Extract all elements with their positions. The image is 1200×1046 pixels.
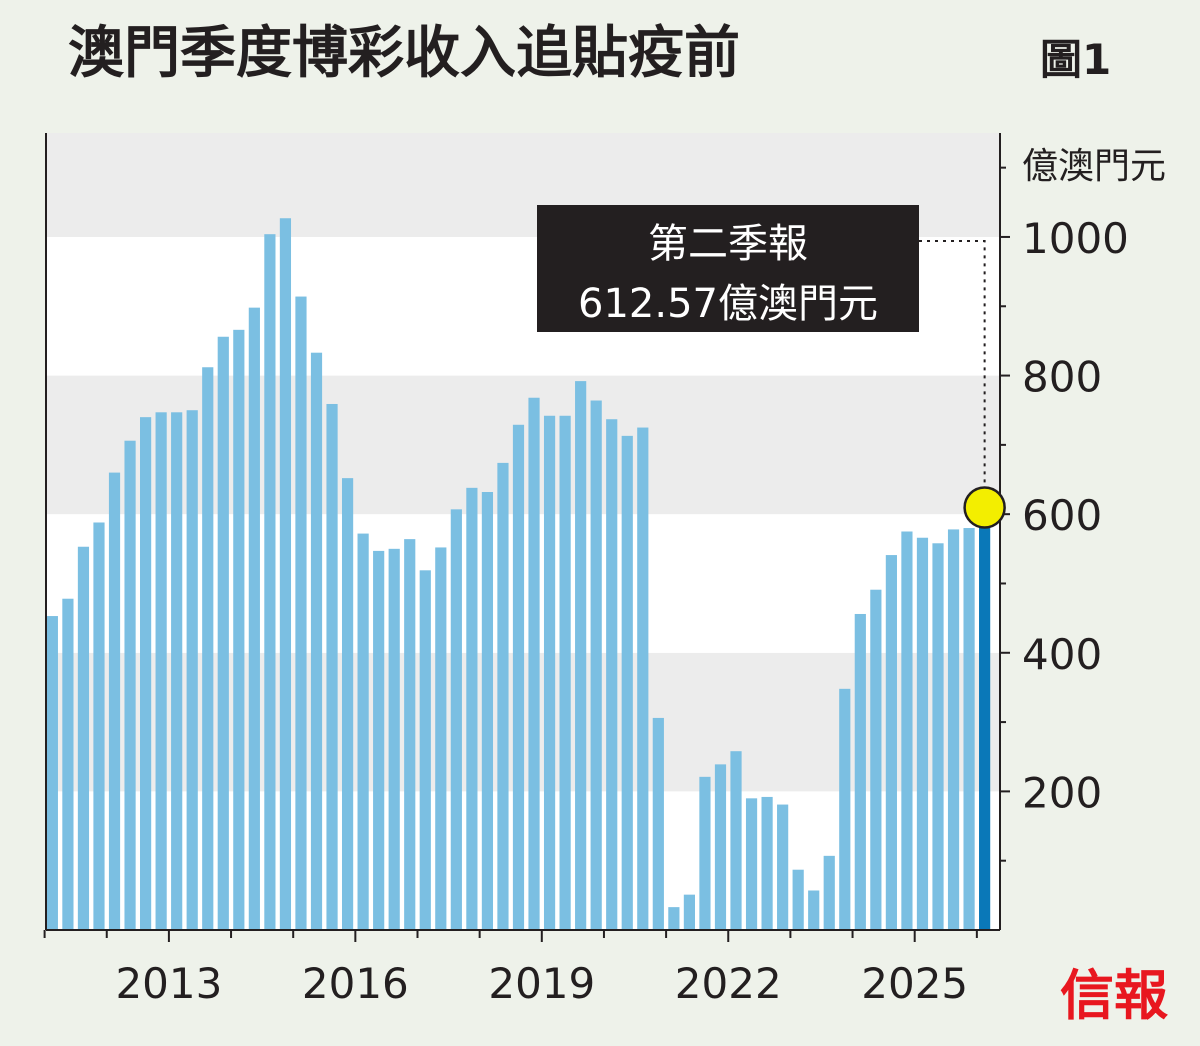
bar bbox=[606, 419, 618, 930]
y-tick-label: 200 bbox=[1022, 768, 1102, 817]
bar bbox=[621, 435, 633, 930]
bar bbox=[404, 539, 416, 930]
bar bbox=[543, 415, 556, 931]
bar bbox=[777, 804, 789, 930]
bar bbox=[341, 478, 354, 930]
bar bbox=[357, 533, 369, 930]
bar bbox=[419, 570, 431, 930]
bar-highlight bbox=[979, 505, 991, 930]
bar bbox=[575, 381, 587, 930]
bar bbox=[963, 528, 975, 930]
bar bbox=[108, 472, 121, 930]
chart-title: 澳門季度博彩收入追貼疫前 bbox=[68, 21, 740, 86]
bar bbox=[839, 688, 851, 930]
y-tick-label: 400 bbox=[1022, 630, 1102, 679]
bar bbox=[947, 529, 960, 930]
bar bbox=[202, 367, 214, 931]
y-tick-label: 800 bbox=[1022, 353, 1102, 402]
annotation-line2: 612.57億澳門元 bbox=[578, 281, 878, 327]
x-tick-label: 2016 bbox=[302, 959, 409, 1008]
bar bbox=[450, 509, 462, 930]
bar bbox=[481, 491, 494, 930]
bar bbox=[62, 598, 74, 930]
y-ticks: 200 400 600 800 1000 bbox=[1000, 166, 1129, 862]
bar bbox=[808, 890, 820, 930]
bar bbox=[885, 555, 897, 930]
bar bbox=[512, 424, 525, 930]
x-tick-label: 2022 bbox=[675, 959, 782, 1008]
annotation-leader-line bbox=[919, 240, 986, 488]
annotation-box bbox=[537, 205, 919, 332]
bar bbox=[388, 548, 400, 930]
bar bbox=[730, 751, 742, 930]
bar bbox=[528, 397, 540, 930]
bar bbox=[373, 550, 385, 930]
bar bbox=[93, 522, 105, 930]
bar bbox=[233, 329, 245, 930]
bar bbox=[916, 537, 929, 930]
bar bbox=[761, 796, 773, 930]
bar bbox=[683, 894, 695, 930]
bar bbox=[171, 412, 183, 930]
bar bbox=[854, 613, 866, 930]
x-tick-label: 2019 bbox=[488, 959, 595, 1008]
bar bbox=[870, 589, 882, 930]
figure-label: 圖1 bbox=[1040, 35, 1111, 84]
bar bbox=[932, 543, 944, 930]
bar bbox=[901, 531, 913, 930]
bar bbox=[46, 616, 58, 930]
bar bbox=[497, 462, 509, 930]
x-ticks: 2013 2016 2019 2022 2025 bbox=[43, 930, 978, 1008]
bar bbox=[248, 307, 260, 930]
bars bbox=[46, 218, 991, 931]
bar bbox=[326, 403, 338, 931]
bar bbox=[310, 352, 323, 930]
bar bbox=[652, 717, 664, 930]
bar bbox=[466, 487, 478, 930]
highlight-marker bbox=[963, 486, 1006, 529]
source-logo: 信報 bbox=[1060, 963, 1168, 1027]
bar bbox=[77, 546, 90, 930]
y-tick-label: 1000 bbox=[1022, 214, 1129, 263]
bar bbox=[637, 427, 649, 930]
bar bbox=[792, 869, 804, 930]
bar bbox=[745, 798, 758, 930]
bar bbox=[435, 547, 447, 930]
annotation-line1: 第二季報 bbox=[648, 221, 808, 267]
x-tick-label: 2013 bbox=[115, 959, 222, 1008]
bar bbox=[823, 855, 835, 930]
bar bbox=[264, 234, 276, 931]
bar bbox=[140, 417, 152, 930]
bar bbox=[699, 776, 711, 930]
x-tick-label: 2025 bbox=[861, 959, 968, 1008]
bar bbox=[186, 410, 198, 930]
bar bbox=[155, 412, 167, 930]
y-tick-label: 600 bbox=[1022, 491, 1102, 540]
bar bbox=[559, 415, 571, 931]
bar bbox=[590, 400, 602, 930]
bar bbox=[295, 296, 307, 931]
axes bbox=[45, 133, 1001, 931]
y-axis-label: 億澳門元 bbox=[1022, 146, 1166, 187]
bar bbox=[124, 440, 136, 930]
bar bbox=[714, 764, 727, 930]
bar bbox=[668, 907, 680, 930]
bar bbox=[217, 336, 229, 931]
bar bbox=[279, 218, 292, 930]
